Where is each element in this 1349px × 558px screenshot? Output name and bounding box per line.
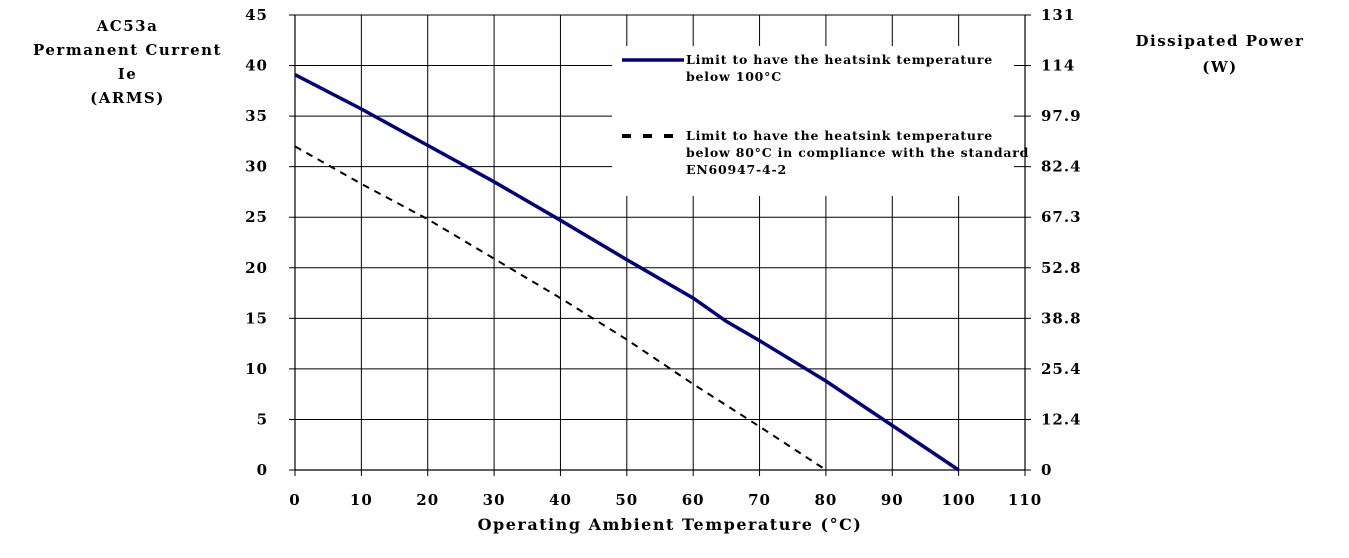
x-tick-label: 70 <box>748 491 771 509</box>
x-tick-label: 40 <box>549 491 572 509</box>
y-tick-label-right: 114 <box>1041 57 1075 75</box>
x-tick-label: 10 <box>350 491 373 509</box>
y-tick-label-right: 67.3 <box>1041 208 1082 226</box>
y-axis-right-label-line: (W) <box>1202 58 1238 76</box>
y-tick-label-left: 40 <box>245 57 268 75</box>
y-tick-label-left: 30 <box>245 158 268 176</box>
y-tick-label-right: 0 <box>1041 461 1052 479</box>
y-tick-label-right: 82.4 <box>1041 158 1082 176</box>
x-tick-label: 0 <box>289 491 300 509</box>
y-axis-left-label-line: AC53a <box>96 17 159 35</box>
legend: Limit to have the heatsink temperature be… <box>612 46 1029 196</box>
x-tick-label: 90 <box>881 491 904 509</box>
axes <box>289 14 1031 476</box>
x-tick-label: 60 <box>682 491 705 509</box>
y-tick-label-right: 38.8 <box>1041 309 1082 327</box>
series-line-80c <box>294 145 827 471</box>
legend-box <box>612 46 1014 196</box>
y-axis-left-label-line: (ARMS) <box>90 89 165 107</box>
y-tick-label-left: 10 <box>245 360 268 378</box>
legend-entry-text: Limit to have the heatsink temperature <box>686 128 993 143</box>
y-tick-label-right: 131 <box>1041 6 1075 24</box>
y-tick-label-right: 52.8 <box>1041 259 1082 277</box>
legend-entry-text: EN60947-4-2 <box>686 162 787 177</box>
series-lines <box>294 73 960 472</box>
x-tick-label: 20 <box>416 491 439 509</box>
x-tick-label: 50 <box>615 491 638 509</box>
legend-entry-text: below 80°C in compliance with the standa… <box>686 145 1029 160</box>
legend-entry-text: Limit to have the heatsink temperature <box>686 52 993 67</box>
y-tick-label-right: 25.4 <box>1041 360 1082 378</box>
y-tick-label-left: 20 <box>245 259 268 277</box>
ticks: 0 5 10 15 20 25 30 35 40 45 0 12.4 25.4 38.8 52.8 67.3 8… <box>245 6 1082 509</box>
y-axis-right-label: Dissipated Power (W) <box>1090 28 1349 80</box>
y-tick-label-left: 35 <box>245 107 268 125</box>
y-axis-left-label-line: Ie <box>117 65 138 83</box>
x-tick-label: 30 <box>483 491 506 509</box>
x-tick-label: 110 <box>1008 491 1042 509</box>
y-axis-right-label-line: Dissipated Power <box>1135 32 1305 50</box>
series-line-100c <box>294 73 960 472</box>
y-tick-label-left: 5 <box>257 410 268 428</box>
x-axis-label: Operating Ambient Temperature (°C) <box>477 515 863 534</box>
y-tick-label-left: 45 <box>245 6 268 24</box>
y-tick-label-left: 25 <box>245 208 268 226</box>
x-tick-label: 100 <box>941 491 975 509</box>
legend-entry-text: below 100°C <box>686 69 782 84</box>
y-tick-label-left: 15 <box>245 309 268 327</box>
y-tick-label-right: 97.9 <box>1041 107 1082 125</box>
y-axis-left-label-line: Permanent Current <box>33 41 222 59</box>
x-tick-label: 80 <box>814 491 837 509</box>
y-tick-label-left: 0 <box>257 461 268 479</box>
y-axis-left-label: AC53a Permanent Current Ie (ARMS) <box>0 14 255 110</box>
y-tick-label-right: 12.4 <box>1041 410 1082 428</box>
